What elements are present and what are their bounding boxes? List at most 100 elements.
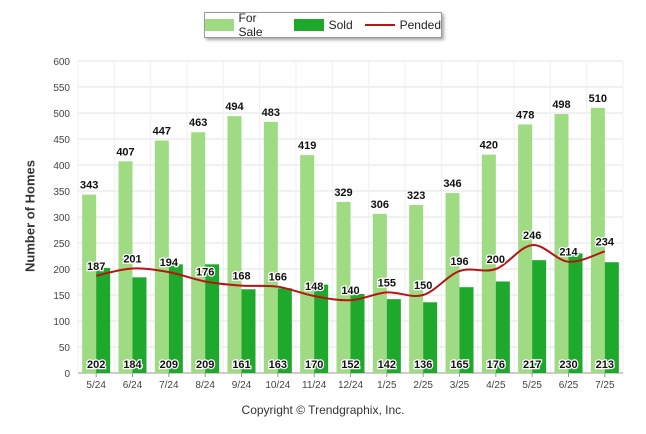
data-label-pended: 200 [487, 254, 505, 266]
data-label-for-sale: 463 [189, 117, 207, 129]
y-tick-label: 450 [53, 135, 70, 146]
data-label-pended: 176 [196, 266, 214, 278]
bar-sold [604, 262, 619, 373]
bar-sold [205, 264, 220, 373]
bar-for-sale [118, 161, 133, 373]
legend-swatch-sold [293, 19, 324, 31]
data-label-pended: 246 [523, 230, 541, 242]
bar-for-sale [336, 201, 351, 373]
bar-for-sale [263, 121, 278, 373]
data-label-sold: 209 [196, 359, 214, 371]
bar-for-sale [445, 193, 460, 373]
data-label-pended: 140 [341, 285, 359, 297]
bar-for-sale [227, 116, 242, 374]
bar-sold [132, 277, 147, 373]
y-tick-label: 250 [53, 239, 70, 250]
bar-sold [168, 264, 183, 373]
bar-for-sale [554, 114, 569, 373]
data-label-pended: 201 [123, 253, 141, 265]
data-label-pended: 187 [87, 261, 105, 273]
x-tick-label: 7/24 [159, 380, 179, 391]
bar-sold [314, 284, 329, 373]
x-tick-label: 4/25 [486, 380, 506, 391]
bar-for-sale [300, 155, 315, 373]
data-label-sold: 152 [341, 359, 359, 371]
data-label-sold: 165 [450, 359, 468, 371]
legend-swatch-for-sale [205, 19, 234, 31]
legend-label-for-sale: For Sale [238, 11, 263, 39]
bar-sold [277, 288, 292, 373]
data-label-for-sale: 447 [153, 126, 171, 138]
data-label-sold: 209 [160, 359, 178, 371]
y-tick-label: 150 [53, 291, 70, 302]
data-label-sold: 142 [378, 359, 396, 371]
x-tick-label: 10/24 [265, 380, 290, 391]
bar-for-sale [481, 154, 496, 373]
bar-sold [241, 289, 256, 373]
data-label-sold: 217 [523, 359, 541, 371]
y-tick-label: 500 [53, 109, 70, 120]
bar-sold [96, 267, 111, 373]
x-tick-label: 5/24 [86, 380, 106, 391]
x-tick-label: 5/25 [522, 380, 542, 391]
bar-sold [423, 302, 438, 373]
data-label-sold: 176 [487, 359, 505, 371]
data-label-pended: 234 [596, 236, 615, 248]
data-label-for-sale: 420 [480, 140, 498, 152]
bar-sold [568, 253, 583, 373]
data-label-sold: 230 [559, 359, 577, 371]
y-tick-label: 100 [53, 317, 70, 328]
y-tick-label: 200 [53, 265, 70, 276]
x-tick-label: 7/25 [595, 380, 615, 391]
data-label-sold: 161 [232, 359, 250, 371]
bar-for-sale [154, 140, 169, 373]
data-label-for-sale: 419 [298, 140, 316, 152]
legend-item-sold[interactable]: Sold [293, 18, 353, 32]
y-tick-label: 400 [53, 161, 70, 172]
data-label-sold: 170 [305, 359, 323, 371]
legend-item-pended[interactable]: Pended [364, 18, 441, 32]
bar-sold [532, 260, 547, 373]
data-label-for-sale: 306 [371, 199, 389, 211]
copyright-text: Copyright © Trendgraphix, Inc. [241, 403, 405, 417]
data-label-sold: 163 [269, 359, 287, 371]
data-label-for-sale: 343 [80, 180, 98, 192]
x-tick-label: 9/24 [232, 380, 252, 391]
x-tick-label: 3/25 [450, 380, 470, 391]
data-label-for-sale: 478 [516, 109, 534, 121]
bar-sold [386, 299, 401, 373]
line-pended [95, 244, 606, 302]
x-tick-label: 1/25 [377, 380, 397, 391]
data-label-for-sale: 323 [407, 190, 425, 202]
y-axis-title: Number of Homes [22, 160, 38, 272]
y-tick-label: 350 [53, 187, 70, 198]
data-label-pended: 155 [378, 277, 396, 289]
data-label-sold: 184 [123, 359, 142, 371]
chart-legend: For Sale Sold Pended [204, 11, 442, 39]
data-label-for-sale: 498 [552, 99, 570, 111]
y-tick-label: 300 [53, 213, 70, 224]
data-label-pended: 196 [450, 256, 468, 268]
y-tick-label: 600 [53, 57, 70, 68]
x-tick-label: 11/24 [302, 380, 327, 391]
y-tick-label: 0 [64, 369, 70, 380]
data-label-for-sale: 483 [262, 107, 280, 119]
bar-sold [459, 287, 474, 373]
y-tick-label: 50 [59, 343, 71, 354]
data-label-pended: 150 [414, 280, 432, 292]
bar-sold [495, 281, 510, 373]
legend-item-for-sale[interactable]: For Sale [205, 11, 282, 39]
data-label-for-sale: 346 [443, 178, 461, 190]
bar-sold [350, 293, 365, 373]
data-label-pended: 168 [232, 271, 250, 283]
data-label-for-sale: 329 [334, 187, 352, 199]
x-tick-label: 12/24 [338, 380, 363, 391]
data-label-pended: 148 [305, 281, 323, 293]
x-tick-label: 6/24 [123, 380, 143, 391]
bar-for-sale [82, 194, 97, 373]
legend-label-pended: Pended [399, 18, 441, 32]
x-tick-label: 8/24 [195, 380, 215, 391]
data-label-pended: 166 [269, 272, 287, 284]
data-label-for-sale: 494 [225, 101, 244, 113]
